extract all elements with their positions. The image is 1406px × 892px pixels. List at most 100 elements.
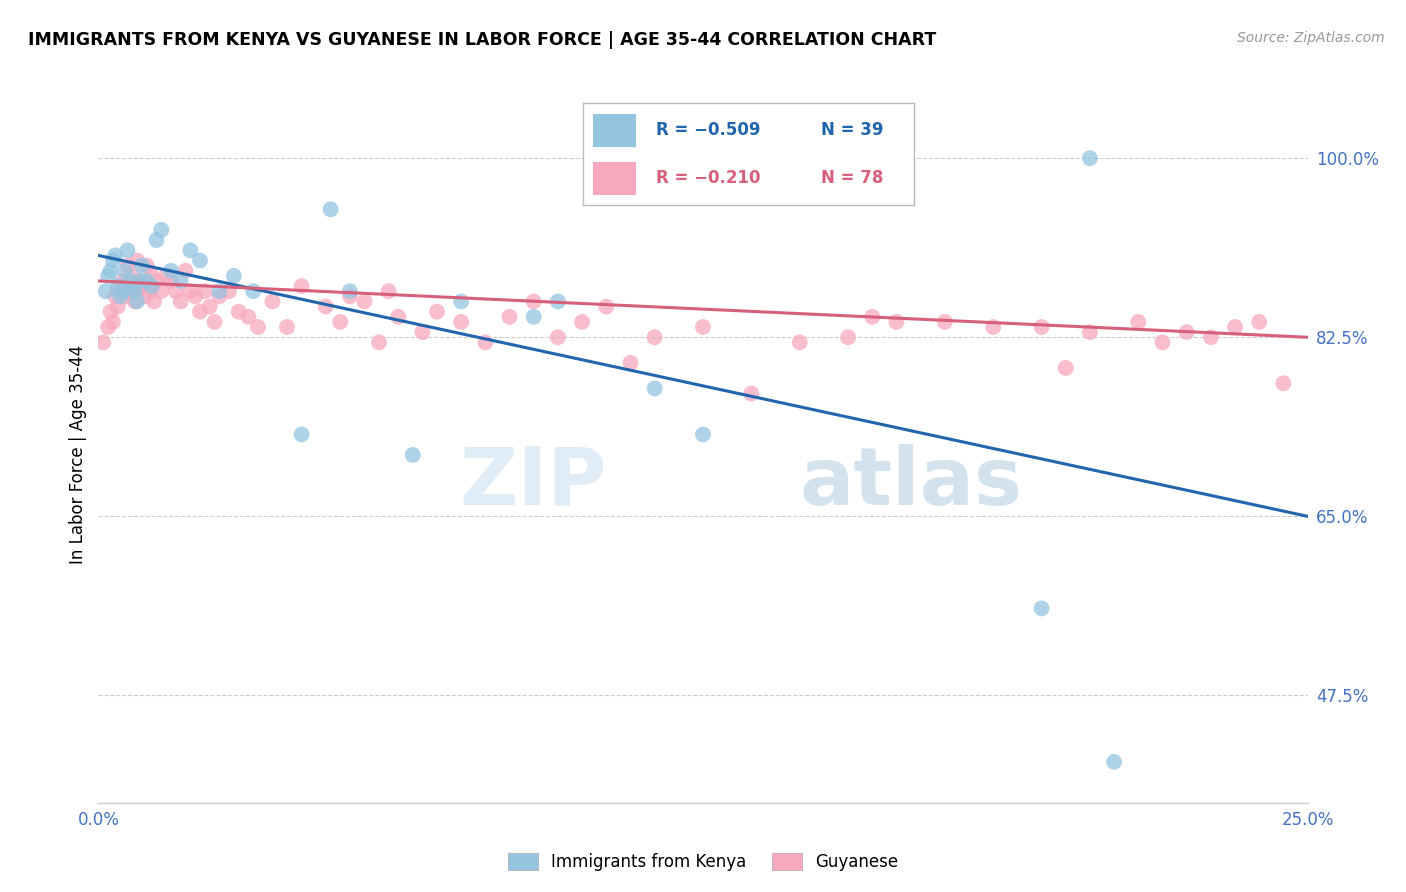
Point — [1128, 315, 1150, 329]
Point — [450, 315, 472, 329]
Point — [595, 300, 617, 314]
Point — [228, 304, 250, 318]
Point — [138, 284, 160, 298]
Point — [179, 244, 201, 258]
Point — [1078, 325, 1101, 339]
Point — [934, 315, 956, 329]
Point — [1031, 601, 1053, 615]
Point — [1175, 325, 1198, 339]
Text: N = 78: N = 78 — [821, 169, 884, 187]
Point — [208, 289, 231, 303]
Point — [1102, 755, 1125, 769]
Point — [165, 284, 187, 298]
Point — [150, 284, 173, 298]
Text: IMMIGRANTS FROM KENYA VS GUYANESE IN LABOR FORCE | AGE 35-44 CORRELATION CHART: IMMIGRANTS FROM KENYA VS GUYANESE IN LAB… — [28, 31, 936, 49]
Text: R = −0.509: R = −0.509 — [657, 121, 761, 139]
Point — [981, 320, 1004, 334]
Point — [141, 279, 163, 293]
Point — [121, 279, 143, 293]
Point — [886, 315, 908, 329]
Point — [141, 268, 163, 283]
Point — [262, 294, 284, 309]
Point — [134, 289, 156, 303]
Text: N = 39: N = 39 — [821, 121, 884, 139]
Point — [387, 310, 409, 324]
Point — [740, 386, 762, 401]
Point — [111, 284, 134, 298]
Point — [498, 310, 520, 324]
Text: R = −0.210: R = −0.210 — [657, 169, 761, 187]
Point — [97, 268, 120, 283]
Point — [619, 356, 641, 370]
Point — [860, 310, 883, 324]
Point — [194, 284, 217, 298]
Legend: Immigrants from Kenya, Guyanese: Immigrants from Kenya, Guyanese — [502, 847, 904, 878]
Point — [97, 320, 120, 334]
Point — [339, 284, 361, 298]
Text: ZIP: ZIP — [458, 443, 606, 522]
Point — [131, 259, 153, 273]
Point — [204, 315, 226, 329]
Point — [411, 325, 433, 339]
Point — [127, 253, 149, 268]
Point — [143, 294, 166, 309]
Point — [91, 335, 114, 350]
Text: atlas: atlas — [800, 443, 1022, 522]
Point — [118, 284, 141, 298]
Point — [188, 253, 211, 268]
Bar — [593, 162, 637, 194]
Point — [155, 268, 177, 283]
Point — [107, 300, 129, 314]
Point — [174, 264, 197, 278]
Point — [789, 335, 811, 350]
Point — [114, 264, 136, 278]
Point — [450, 294, 472, 309]
Point — [208, 284, 231, 298]
Point — [121, 268, 143, 283]
Point — [108, 289, 131, 303]
Point — [128, 274, 150, 288]
Point — [198, 300, 221, 314]
Point — [571, 315, 593, 329]
Point — [128, 274, 150, 288]
Point — [315, 300, 337, 314]
Point — [100, 304, 122, 318]
Point — [101, 253, 124, 268]
Point — [547, 294, 569, 309]
Point — [238, 310, 260, 324]
Point — [339, 289, 361, 303]
Point — [644, 381, 666, 395]
Point — [377, 284, 399, 298]
Point — [169, 274, 191, 288]
Point — [247, 320, 270, 334]
Point — [145, 274, 167, 288]
Point — [222, 268, 245, 283]
Point — [127, 294, 149, 309]
Point — [118, 274, 141, 288]
Point — [1152, 335, 1174, 350]
Point — [329, 315, 352, 329]
Point — [692, 427, 714, 442]
Point — [692, 320, 714, 334]
Point — [523, 310, 546, 324]
Point — [290, 279, 312, 293]
Point — [1031, 320, 1053, 334]
Point — [179, 284, 201, 298]
Point — [1199, 330, 1222, 344]
Point — [319, 202, 342, 217]
Point — [353, 294, 375, 309]
Point — [644, 330, 666, 344]
Point — [131, 279, 153, 293]
Point — [135, 274, 157, 288]
Point — [837, 330, 859, 344]
Point — [117, 244, 139, 258]
Point — [108, 279, 131, 293]
Y-axis label: In Labor Force | Age 35-44: In Labor Force | Age 35-44 — [69, 345, 87, 565]
Point — [184, 289, 207, 303]
Point — [150, 223, 173, 237]
Point — [107, 279, 129, 293]
Point — [101, 315, 124, 329]
Point — [100, 264, 122, 278]
Point — [523, 294, 546, 309]
Point — [114, 289, 136, 303]
